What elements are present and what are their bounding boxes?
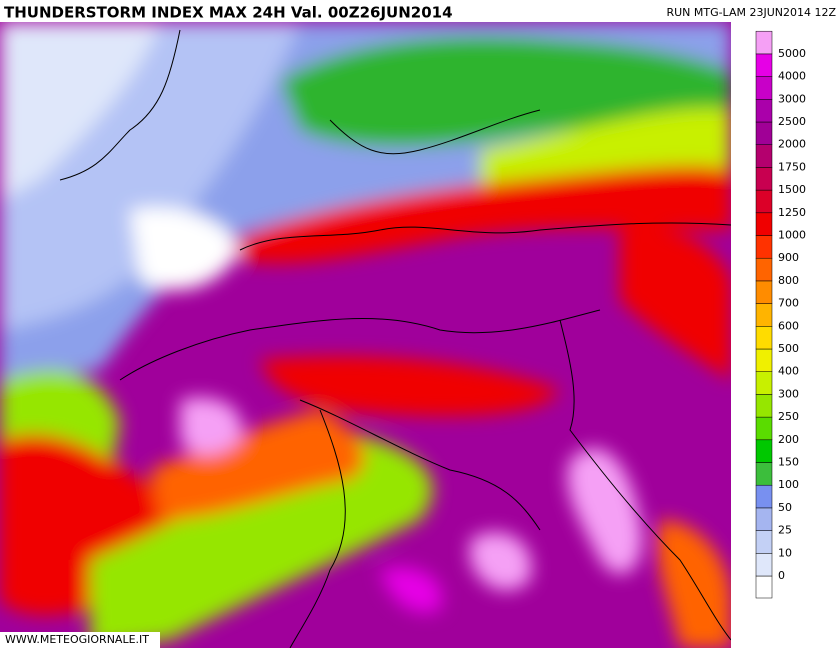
colorbar-swatch bbox=[755, 257, 773, 282]
colorbar-label: 300 bbox=[778, 387, 799, 400]
colorbar-swatch bbox=[755, 121, 773, 145]
map bbox=[0, 22, 731, 648]
colorbar-label: 1500 bbox=[778, 183, 806, 196]
colorbar-label: 900 bbox=[778, 251, 799, 264]
colorbar-swatch bbox=[755, 394, 773, 418]
colorbar-swatch bbox=[755, 484, 773, 509]
colorbar-label: 700 bbox=[778, 297, 799, 310]
colorbar-label: 100 bbox=[778, 478, 799, 491]
colorbar-swatch bbox=[755, 280, 773, 304]
colorbar-swatch bbox=[755, 144, 773, 168]
colorbar-label: 0 bbox=[778, 569, 785, 582]
colorbar-label: 800 bbox=[778, 274, 799, 287]
colorbar-label: 10 bbox=[778, 546, 792, 559]
colorbar-swatch bbox=[755, 99, 773, 123]
colorbar-label: 3000 bbox=[778, 92, 806, 105]
colorbar-swatch bbox=[755, 462, 773, 486]
colorbar-label: 2000 bbox=[778, 138, 806, 151]
colorbar-swatch bbox=[755, 507, 773, 531]
run-info: RUN MTG-LAM 23JUN2014 12Z bbox=[666, 6, 836, 19]
colorbar: 0 10 25 50 100 150 200 250 300 400 500 600 700 800 900… bbox=[755, 30, 806, 599]
colorbar-below bbox=[755, 575, 773, 599]
colorbar-swatch bbox=[755, 30, 773, 55]
colorbar-label: 50 bbox=[778, 501, 792, 514]
colorbar-label: 1250 bbox=[778, 206, 806, 219]
watermark-bg bbox=[0, 632, 160, 648]
colorbar-label: 1000 bbox=[778, 229, 806, 242]
colorbar-swatch bbox=[755, 189, 773, 214]
colorbar-swatch bbox=[755, 76, 773, 100]
colorbar-swatch bbox=[755, 212, 773, 236]
colorbar-swatch bbox=[755, 235, 773, 259]
colorbar-label: 600 bbox=[778, 319, 799, 332]
colorbar-swatch bbox=[755, 53, 773, 77]
borders bbox=[59, 29, 731, 648]
colorbar-label: 400 bbox=[778, 365, 799, 378]
colorbar-label: 4000 bbox=[778, 70, 806, 83]
colorbar-label: 500 bbox=[778, 342, 799, 355]
colorbar-swatch bbox=[755, 553, 773, 577]
colorbar-label: 2500 bbox=[778, 115, 806, 128]
colorbar-swatch bbox=[755, 348, 773, 372]
colorbar-label: 150 bbox=[778, 456, 799, 469]
colorbar-label: 5000 bbox=[778, 47, 806, 60]
colorbar-label: 25 bbox=[778, 524, 792, 537]
colorbar-swatch bbox=[755, 326, 773, 350]
colorbar-swatch bbox=[755, 416, 773, 441]
colorbar-label: 200 bbox=[778, 433, 799, 446]
watermark: WWW.METEOGIORNALE.IT bbox=[5, 633, 149, 646]
colorbar-label: 250 bbox=[778, 410, 799, 423]
colorbar-label: 1750 bbox=[778, 160, 806, 173]
colorbar-swatch bbox=[755, 371, 773, 395]
colorbar-swatch bbox=[755, 303, 773, 327]
colorbar-swatch bbox=[755, 439, 773, 463]
colorbar-swatch bbox=[755, 167, 773, 191]
colorbar-swatch bbox=[755, 530, 773, 554]
title: THUNDERSTORM INDEX MAX 24H Val. 00Z26JUN… bbox=[4, 4, 453, 22]
